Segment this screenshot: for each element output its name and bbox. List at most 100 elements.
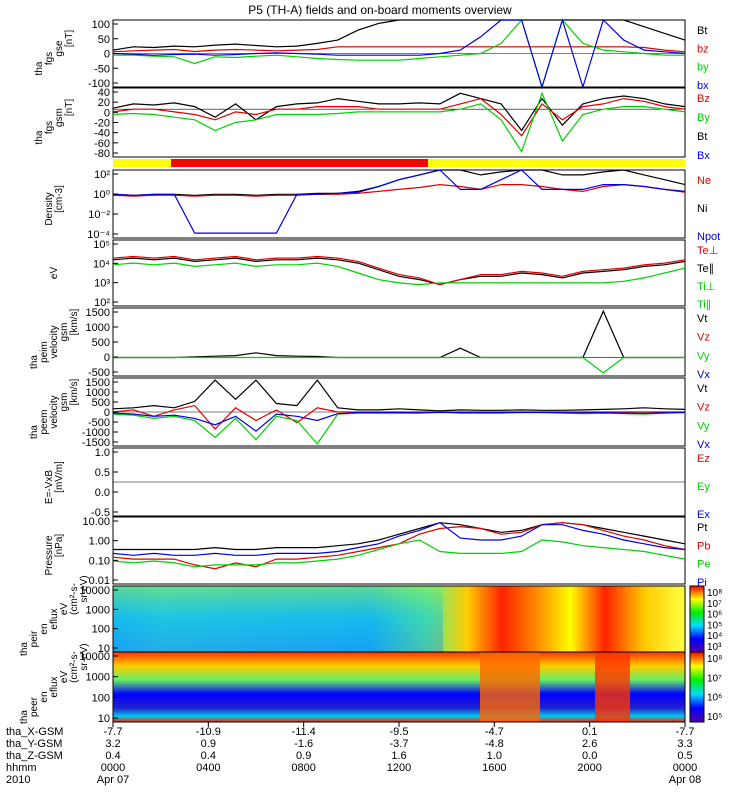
- y-tick-label: 10⁰: [93, 189, 110, 201]
- y-tick-label: -80: [94, 148, 110, 160]
- ephemeris-cell: 0.1: [582, 726, 597, 738]
- y-tick-label: -50: [94, 63, 110, 75]
- mode-bar-yellow-right: [428, 159, 685, 167]
- series-Pt: [113, 522, 686, 551]
- y-tick-label: 20: [98, 97, 110, 109]
- series-Bz: [112, 97, 686, 137]
- y-tick-label: 10²: [94, 169, 110, 181]
- ephemeris-cell: 1.0: [487, 750, 502, 762]
- ephemeris-cell: Apr 07: [97, 774, 129, 786]
- y-tick-label: -1500: [82, 437, 110, 449]
- y-axis-label: E=-VxB [mV/m]: [44, 461, 65, 504]
- ephemeris-cell: -3.7: [390, 738, 409, 750]
- ephemeris-cell: -1.6: [294, 738, 313, 750]
- series-Vt: [112, 379, 686, 412]
- y-tick-label: 0: [104, 352, 110, 364]
- colorbar-ion-fill: [689, 585, 705, 653]
- y-tick-label: 0.5: [95, 467, 110, 479]
- y-tick-label: 1000: [86, 604, 110, 616]
- legend-item: Bt: [697, 131, 707, 143]
- y-tick-label: -500: [88, 367, 110, 379]
- legend-item: Ti⊥: [697, 281, 715, 293]
- ephemeris-row-label: tha_Z-GSM: [6, 750, 63, 762]
- legend-item: By: [697, 112, 710, 124]
- ephemeris-cell: 3.3: [677, 738, 692, 750]
- series-By: [112, 91, 686, 154]
- legend-item: Bt: [697, 25, 707, 37]
- ephemeris-row-label: 2010: [6, 774, 30, 786]
- y-tick-label: 100: [92, 692, 110, 704]
- ephemeris-cell: 3.2: [105, 738, 120, 750]
- panel-pressure: 10.00 1.00 0.10 0.01 Pressure [nPa] Pt Pb Pe Pi: [44, 516, 710, 589]
- series-Te: [112, 257, 686, 286]
- legend-item: Ez: [697, 453, 710, 465]
- legend-item: Bx: [697, 150, 710, 162]
- legend-item: Ni: [697, 203, 707, 215]
- legend-item: Te∥: [697, 263, 714, 275]
- legend-item: Vy: [697, 350, 710, 362]
- colorbar-tick-label: 10⁷: [707, 599, 722, 610]
- colorbar-tick-label: 10⁵: [707, 620, 722, 631]
- ephemeris-row-label: tha_Y-GSM: [6, 738, 62, 750]
- legend-item: Pe: [697, 559, 710, 571]
- panel-frame: [112, 516, 686, 585]
- y-tick-label: 10⁵: [93, 239, 110, 251]
- y-axis-label-line: Pressure: [44, 535, 55, 575]
- colorbar-tick-label: 10⁴: [707, 631, 722, 642]
- y-axis-label-line: en: [39, 623, 50, 634]
- y-tick-label: 10.00: [82, 516, 110, 528]
- y-tick-label: 1.00: [89, 536, 110, 548]
- ephemeris-cell: 0.4: [201, 750, 216, 762]
- panel-peim_velocity: 1500 1000 500 0 -500 tha peim velocity gsm [km/s]…: [29, 307, 710, 381]
- legend-item: Vy: [697, 420, 710, 432]
- ephemeris-cell: 1200: [387, 762, 411, 774]
- y-axis-label-line: tha: [19, 642, 30, 656]
- mode-bar: [113, 159, 685, 167]
- series-Ni: [112, 169, 686, 196]
- y-tick-label: -20: [94, 118, 110, 130]
- y-tick-label: 1000: [86, 672, 110, 684]
- series-by: [113, 18, 685, 90]
- colorbar-electron: [689, 651, 705, 723]
- ephemeris-cell: -4.7: [485, 726, 504, 738]
- y-tick-label: 10: [98, 713, 110, 725]
- colorbar-electron-fill: [689, 651, 705, 723]
- y-tick-label: 1500: [86, 377, 110, 389]
- y-tick-label: 10⁻⁴: [87, 229, 110, 241]
- colorbar-ion: [689, 585, 705, 653]
- y-axis-label-line: tha: [34, 130, 45, 144]
- legend-item: bz: [697, 43, 709, 55]
- series-Vx: [112, 411, 686, 432]
- y-tick-label: 100: [92, 19, 110, 31]
- ephemeris-cell: -9.5: [390, 726, 409, 738]
- y-axis-label-line: eV: [59, 671, 70, 684]
- ephemeris-cell: 0.9: [201, 738, 216, 750]
- y-tick-label: -100: [88, 78, 110, 90]
- y-axis-label: tha peer en eflux eV (cm²-s-sr-eV): [19, 643, 90, 724]
- series-Te⊥: [112, 255, 686, 286]
- y-tick-label: 100: [92, 624, 110, 636]
- electron-spectrogram: [112, 651, 686, 723]
- y-axis-label: Density [cm-3]: [44, 185, 65, 226]
- y-axis-label-line: tha: [19, 710, 30, 724]
- panel-frame: [112, 239, 686, 307]
- colorbar-tick-label: 10⁸: [707, 588, 722, 599]
- figure-title: P5 (TH-A) fields and on-board moments ov…: [248, 3, 512, 17]
- ephemeris-cell: 1600: [482, 762, 506, 774]
- y-axis-label-line: eflux: [49, 608, 60, 629]
- legend-item: Vz: [697, 402, 710, 414]
- y-tick-label: -500: [88, 417, 110, 429]
- y-axis-label-line: sr-eV): [79, 575, 90, 602]
- y-tick-label: -60: [94, 138, 110, 150]
- legend-item: Vt: [697, 383, 707, 395]
- y-tick-label: 0: [104, 107, 110, 119]
- y-axis-label-line: [nPa]: [54, 534, 65, 558]
- legend-item: Pb: [697, 540, 710, 552]
- y-axis-label-line: [nT]: [64, 99, 75, 116]
- y-tick-label: 0: [104, 407, 110, 419]
